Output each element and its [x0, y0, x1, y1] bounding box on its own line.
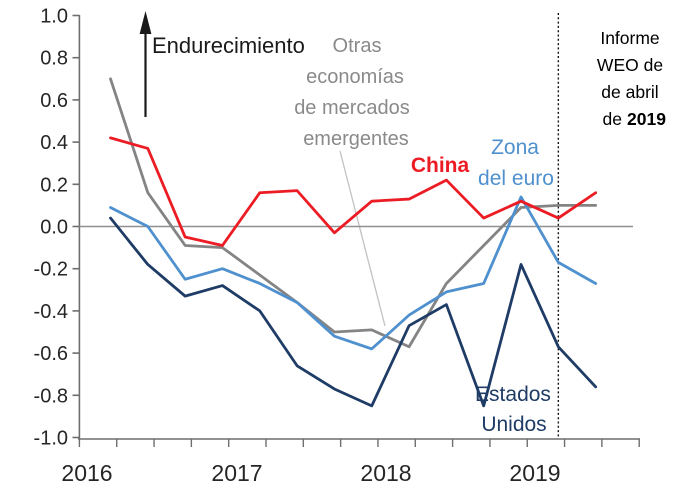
us-label-line2: Unidos — [481, 413, 546, 436]
euro-area-label-line1: Zona — [491, 136, 539, 159]
otras-em-label-line1: Otras — [333, 35, 382, 57]
annotation-guides — [139, 11, 386, 327]
x-axis-year-label: 2017 — [211, 460, 262, 486]
weo-note-line1: Informe — [600, 28, 659, 48]
x-axis-year-label: 2019 — [509, 460, 560, 486]
y-axis-tick-label: -0.8 — [34, 385, 68, 407]
y-axis-tick-label: -0.4 — [34, 301, 68, 323]
otras-pointer-line — [339, 150, 386, 327]
series-line-estados-unidos — [109, 216, 598, 408]
plot-area: 1.0 0.8 0.6 0.4 0.2 0.0 -0.2 -0.4 -0.6 -0.8 -1.0 20… — [34, 6, 640, 486]
weo-note-line4-prefix: de — [603, 109, 622, 129]
otras-em-label-line2: economías — [306, 66, 404, 88]
x-axis-year-label: 2016 — [61, 460, 112, 486]
weo-note-line4-year: 2019 — [627, 109, 666, 129]
china-label: China — [411, 154, 470, 177]
tightening-label: Endurecimiento — [152, 33, 305, 58]
euro-area-label-line2: del euro — [478, 167, 554, 190]
y-axis-tick-label: 0.0 — [40, 217, 68, 239]
y-axis-tick-label: 0.6 — [40, 90, 68, 112]
x-axis-year-label: 2018 — [360, 460, 411, 486]
tightening-arrow-head-icon — [139, 11, 152, 34]
y-axis-tick-label: -0.6 — [34, 343, 68, 365]
y-axis-tick-label: -0.2 — [34, 259, 68, 281]
y-axis-tick-label: 1.0 — [40, 6, 68, 28]
y-axis-tick-label: 0.2 — [40, 174, 68, 196]
y-axis-tick-label: 0.4 — [40, 132, 68, 154]
y-axis-tick-label: 0.8 — [40, 48, 68, 70]
y-axis-tick-label: -1.0 — [34, 428, 68, 450]
weo-note-line2: WEO de — [597, 55, 663, 75]
us-label-line1: Estados — [475, 383, 551, 406]
weo-note-line3: de abril — [601, 82, 658, 102]
chart-annotations: Endurecimiento Otras economías de mercad… — [152, 28, 666, 436]
series-line-china — [109, 136, 598, 247]
otras-em-label-line3: de mercados — [294, 97, 410, 119]
otras-em-label-line4: emergentes — [303, 128, 409, 150]
series-line-zona-del-euro — [109, 195, 598, 351]
